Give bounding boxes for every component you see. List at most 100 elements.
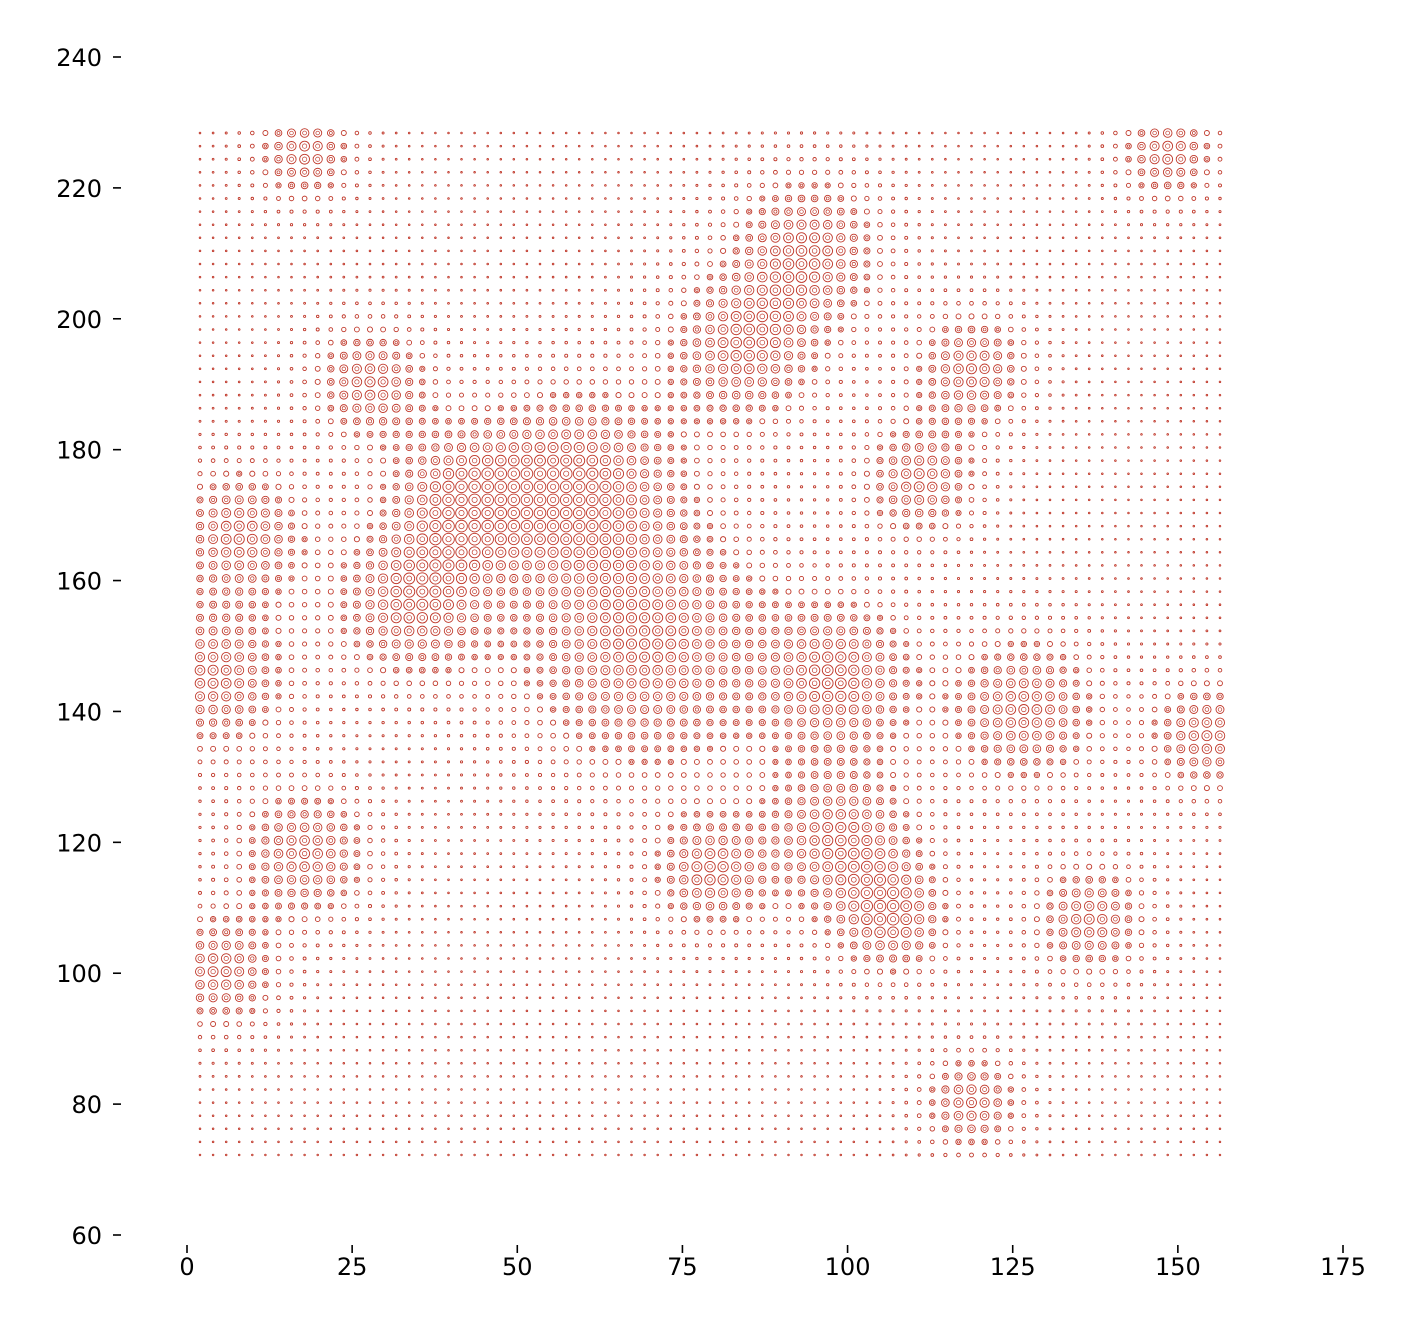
data-point — [1218, 551, 1222, 554]
data-point-inner — [917, 851, 921, 856]
data-point — [1218, 1062, 1222, 1065]
data-point — [837, 942, 845, 949]
data-point — [797, 797, 806, 806]
data-point-inner — [707, 877, 713, 883]
data-point — [407, 1088, 411, 1091]
data-point-inner — [355, 865, 359, 869]
data-point-inner — [1191, 733, 1197, 739]
data-point — [942, 889, 949, 896]
data-point-inner — [720, 838, 726, 843]
data-point — [1163, 718, 1172, 727]
data-point — [1048, 1048, 1052, 1052]
data-point — [1074, 996, 1078, 1000]
data-point-inner — [825, 706, 831, 712]
data-point — [995, 812, 1000, 817]
data-point — [563, 732, 570, 739]
data-point — [812, 576, 818, 581]
data-point — [276, 772, 281, 778]
data-point — [221, 547, 232, 558]
data-point — [329, 1022, 333, 1026]
data-point — [1059, 679, 1068, 688]
data-point — [1138, 903, 1145, 909]
data-point — [1152, 930, 1157, 935]
data-point — [774, 970, 777, 973]
data-point — [340, 811, 348, 818]
data-point-inner — [1008, 720, 1014, 726]
data-point — [1192, 983, 1196, 986]
data-point — [1163, 731, 1172, 740]
data-point — [562, 719, 570, 726]
data-point-inner — [328, 864, 334, 869]
data-point — [720, 759, 726, 765]
data-point — [460, 904, 463, 908]
data-point — [693, 718, 701, 727]
data-point — [630, 1127, 633, 1131]
data-point — [275, 693, 282, 700]
data-point — [249, 732, 256, 739]
data-point — [774, 1127, 777, 1131]
data-point — [746, 562, 753, 569]
data-point — [1140, 642, 1143, 646]
data-point — [839, 1127, 843, 1131]
data-point — [564, 1022, 568, 1026]
data-point — [809, 809, 820, 820]
data-point — [328, 694, 333, 699]
data-point — [626, 691, 637, 702]
data-point — [1151, 759, 1158, 765]
data-point — [457, 640, 466, 648]
data-point-inner — [863, 903, 870, 910]
data-point — [953, 1097, 964, 1108]
data-point — [955, 1138, 962, 1146]
data-point-inner — [197, 943, 203, 948]
data-point-inner — [289, 864, 294, 870]
data-point-inner — [355, 642, 359, 646]
data-point — [299, 822, 310, 833]
data-point — [486, 760, 490, 764]
data-point — [1127, 590, 1130, 593]
data-point-inner — [303, 537, 307, 541]
data-point — [407, 1127, 411, 1131]
data-point-inner — [538, 629, 542, 633]
data-point — [1022, 1009, 1026, 1013]
data-point — [656, 957, 660, 960]
data-point-inner — [655, 694, 661, 699]
data-point-inner — [642, 575, 648, 582]
data-point — [653, 705, 663, 714]
data-point — [943, 838, 948, 843]
data-point — [355, 773, 359, 777]
data-point-inner — [904, 655, 908, 659]
data-point — [1070, 913, 1082, 925]
data-point — [630, 1009, 633, 1013]
data-point — [875, 665, 885, 675]
data-point — [626, 533, 637, 545]
data-point-inner — [851, 654, 857, 660]
data-point — [996, 983, 1000, 987]
data-point — [407, 917, 411, 921]
data-point — [316, 1022, 320, 1026]
data-point — [955, 706, 962, 713]
data-point — [956, 838, 961, 843]
data-point — [277, 1101, 280, 1104]
data-point — [734, 1088, 738, 1091]
data-point — [996, 577, 1000, 580]
data-point — [849, 731, 858, 740]
data-point — [549, 666, 557, 675]
data-point — [1216, 692, 1224, 701]
data-point — [603, 838, 608, 843]
data-point-inner — [891, 970, 895, 974]
data-point — [1165, 680, 1171, 686]
data-point-inner — [656, 760, 660, 764]
data-point — [873, 886, 887, 900]
data-point — [275, 916, 282, 923]
data-point — [1192, 957, 1196, 960]
data-point — [262, 902, 269, 910]
data-point — [862, 809, 872, 820]
data-point — [1074, 590, 1078, 594]
data-point — [771, 875, 780, 884]
data-point-inner — [773, 786, 777, 790]
data-point — [587, 665, 598, 675]
data-point — [1100, 982, 1105, 987]
data-point — [917, 1022, 921, 1026]
data-point-inner — [263, 563, 268, 568]
